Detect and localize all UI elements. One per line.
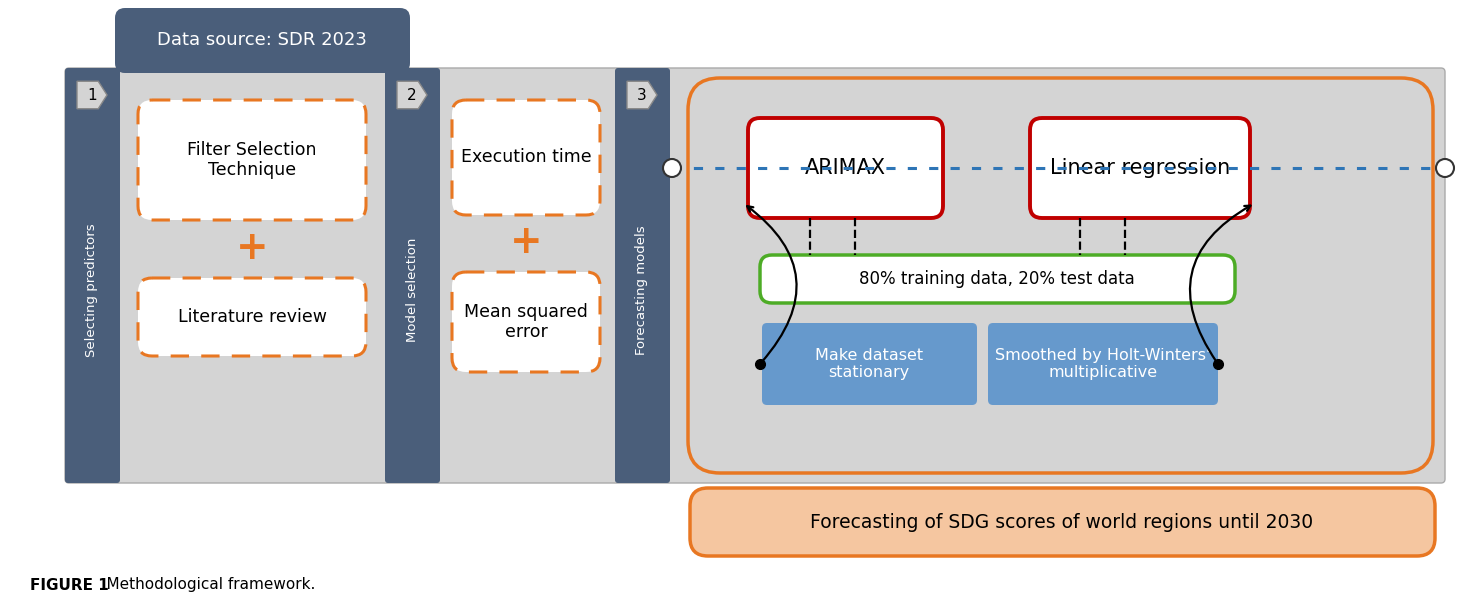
Text: 2: 2 (408, 88, 416, 102)
Polygon shape (397, 81, 427, 109)
Polygon shape (77, 81, 107, 109)
Polygon shape (627, 81, 657, 109)
Text: +: + (236, 229, 268, 267)
FancyBboxPatch shape (116, 8, 411, 73)
Text: 1: 1 (87, 88, 96, 102)
FancyBboxPatch shape (1030, 118, 1249, 218)
Text: 3: 3 (637, 88, 646, 102)
FancyBboxPatch shape (65, 68, 120, 483)
Text: Mean squared
error: Mean squared error (464, 303, 588, 342)
FancyBboxPatch shape (988, 323, 1218, 405)
FancyBboxPatch shape (65, 68, 1445, 483)
Text: Filter Selection
Technique: Filter Selection Technique (187, 141, 317, 180)
Text: Forecasting of SDG scores of world regions until 2030: Forecasting of SDG scores of world regio… (811, 513, 1313, 532)
Text: Methodological framework.: Methodological framework. (87, 577, 316, 593)
Text: Make dataset
stationary: Make dataset stationary (815, 348, 923, 380)
Text: FIGURE 1: FIGURE 1 (30, 577, 108, 593)
FancyBboxPatch shape (760, 255, 1235, 303)
Circle shape (662, 159, 682, 177)
FancyBboxPatch shape (688, 78, 1433, 473)
Text: +: + (510, 223, 542, 261)
FancyBboxPatch shape (762, 323, 977, 405)
FancyBboxPatch shape (138, 100, 366, 220)
Text: Execution time: Execution time (461, 148, 591, 166)
Text: Forecasting models: Forecasting models (636, 225, 649, 355)
Text: Literature review: Literature review (178, 308, 326, 326)
Text: 80% training data, 20% test data: 80% training data, 20% test data (860, 270, 1135, 288)
Circle shape (1436, 159, 1454, 177)
FancyBboxPatch shape (385, 68, 440, 483)
FancyBboxPatch shape (452, 100, 600, 215)
Text: Linear regression: Linear regression (1049, 158, 1230, 178)
FancyBboxPatch shape (452, 272, 600, 372)
Text: Model selection: Model selection (406, 238, 418, 342)
Text: Smoothed by Holt-Winters'
multiplicative: Smoothed by Holt-Winters' multiplicative (996, 348, 1211, 380)
Text: Selecting predictors: Selecting predictors (86, 223, 98, 357)
Text: ARIMAX: ARIMAX (805, 158, 886, 178)
FancyBboxPatch shape (691, 488, 1435, 556)
Text: Data source: SDR 2023: Data source: SDR 2023 (157, 31, 368, 49)
FancyBboxPatch shape (748, 118, 943, 218)
FancyBboxPatch shape (138, 278, 366, 356)
FancyBboxPatch shape (615, 68, 670, 483)
